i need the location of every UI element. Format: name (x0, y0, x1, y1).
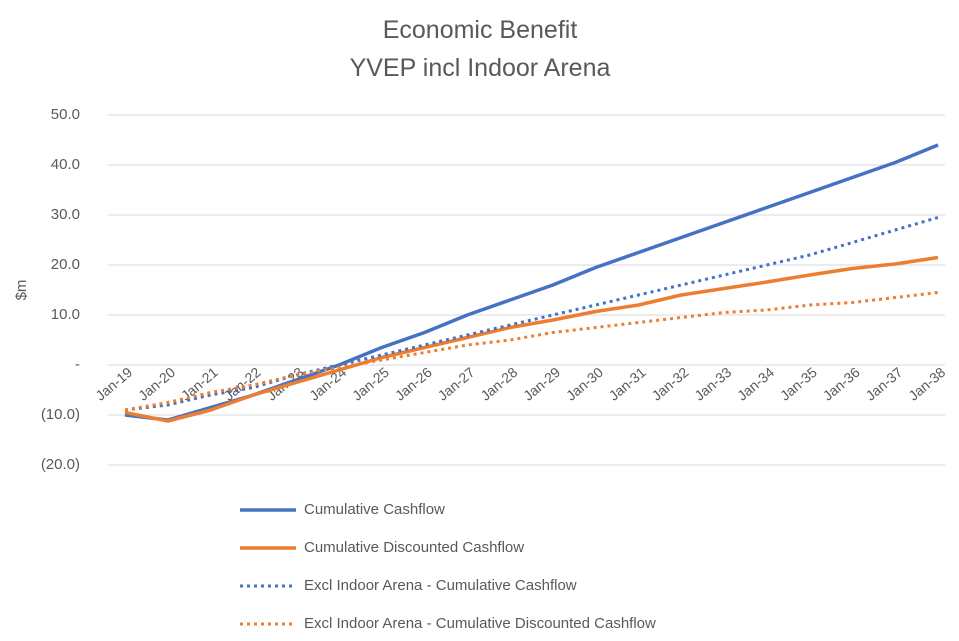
x-tick-label: Jan-21 (178, 364, 221, 404)
x-tick-label: Jan-20 (135, 364, 178, 404)
x-tick-label: Jan-28 (477, 364, 520, 404)
y-axis-label: $m (13, 280, 30, 301)
x-tick-label: Jan-33 (691, 364, 734, 404)
chart-title: Economic Benefit (383, 16, 578, 44)
x-tick-label: Jan-25 (349, 364, 392, 404)
x-tick-label: Jan-29 (520, 364, 563, 404)
series-line (124, 255, 939, 423)
y-tick-label: 50.0 (51, 106, 80, 123)
legend-label: Excl Indoor Arena - Cumulative Cashflow (304, 577, 577, 594)
legend-label: Cumulative Discounted Cashflow (304, 539, 524, 556)
x-tick-label: Jan-37 (862, 364, 905, 404)
x-tick-label: Jan-35 (777, 364, 820, 404)
chart-subtitle: YVEP incl Indoor Arena (350, 54, 611, 82)
y-tick-label: (10.0) (41, 406, 80, 423)
x-tick-label: Jan-32 (648, 364, 691, 404)
series-line (124, 216, 939, 412)
x-tick-label: Jan-26 (392, 364, 435, 404)
legend-label: Excl Indoor Arena - Cumulative Discounte… (304, 615, 656, 632)
y-tick-label: - (75, 356, 80, 373)
x-tick-label: Jan-38 (905, 364, 948, 404)
legend-label: Cumulative Cashflow (304, 501, 445, 518)
y-tick-label: 10.0 (51, 306, 80, 323)
y-tick-label: 20.0 (51, 256, 80, 273)
y-tick-label: 40.0 (51, 156, 80, 173)
x-tick-label: Jan-30 (563, 364, 606, 404)
x-tick-label: Jan-34 (734, 364, 777, 404)
x-tick-label: Jan-36 (820, 364, 863, 404)
x-tick-label: Jan-27 (435, 364, 478, 404)
series-line (124, 291, 939, 412)
x-tick-label: Jan-19 (92, 364, 135, 404)
y-tick-label: 30.0 (51, 206, 80, 223)
y-tick-label: (20.0) (41, 456, 80, 473)
x-tick-label: Jan-31 (606, 364, 649, 404)
